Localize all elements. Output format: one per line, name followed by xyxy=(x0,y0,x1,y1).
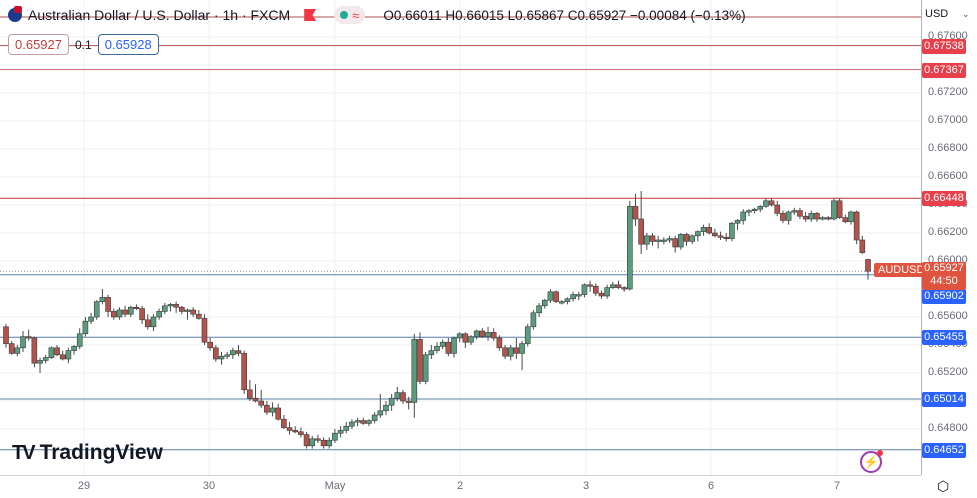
buy-price-button[interactable]: 0.65928 xyxy=(97,34,159,55)
price-tick: 0.65200 xyxy=(928,366,968,378)
symbol-price-tag: AUDUSD xyxy=(874,263,929,277)
price-line-label: 0.65455 xyxy=(922,330,966,346)
price-line-label: 0.67367 xyxy=(922,62,966,78)
bar-countdown: 44:50 xyxy=(930,275,958,287)
flag-marker-icon[interactable] xyxy=(304,9,317,21)
time-label: 29 xyxy=(77,480,91,492)
time-label: 6 xyxy=(707,480,715,492)
price-tick: 0.65600 xyxy=(928,310,968,322)
price-line-label: 0.66448 xyxy=(922,191,966,207)
sell-price-button[interactable]: 0.65927 xyxy=(8,34,69,55)
time-label: May xyxy=(324,480,346,492)
price-tick: 0.66200 xyxy=(928,226,968,238)
time-label: 2 xyxy=(456,480,464,492)
price-line-label: 0.67538 xyxy=(922,38,966,54)
price-tick: 0.67200 xyxy=(928,86,968,98)
price-line-label: 0.64652 xyxy=(922,442,966,458)
time-label: 7 xyxy=(833,480,841,492)
time-label: 30 xyxy=(202,480,216,492)
delayed-data-icon: ≈ xyxy=(352,7,360,23)
lightning-alert-icon[interactable]: ⚡ xyxy=(860,450,883,473)
grid-lines xyxy=(0,0,921,475)
price-tick: 0.64800 xyxy=(928,422,968,434)
price-tick: 0.67000 xyxy=(928,114,968,126)
trade-buttons: 0.65927 0.1 0.65928 xyxy=(8,34,159,55)
price-line-label: 0.65014 xyxy=(922,392,966,408)
ohlc-values: O0.66011 H0.66015 L0.65867 C0.65927 −0.0… xyxy=(383,7,746,23)
aud-flag-icon xyxy=(8,6,22,22)
time-label: 3 xyxy=(582,480,590,492)
tradingview-mark-icon: TV xyxy=(12,441,36,464)
market-open-dot-icon xyxy=(340,11,349,19)
price-tick: 0.66600 xyxy=(928,170,968,182)
tradingview-logo[interactable]: TV TradingView xyxy=(12,441,163,465)
chart-settings-gear-icon[interactable]: ⬡ xyxy=(937,478,950,494)
time-axis[interactable]: 29 30 May 2 3 6 7 xyxy=(0,475,921,498)
price-tick: 0.66800 xyxy=(928,142,968,154)
price-line-label: 0.65902 xyxy=(922,289,966,304)
spread-value: 0.1 xyxy=(75,37,92,52)
current-price: 0.65927 xyxy=(924,262,964,274)
logo-text: TradingView xyxy=(39,441,163,464)
candles xyxy=(3,191,871,449)
current-price-label: 0.65927 44:50 xyxy=(922,262,966,290)
currency-selector[interactable]: USD xyxy=(925,8,949,20)
chevron-down-icon[interactable]: ⌄ xyxy=(962,9,970,19)
symbol-title[interactable]: Australian Dollar / U.S. Dollar · 1h · F… xyxy=(28,7,291,23)
chart-legend: Australian Dollar / U.S. Dollar · 1h · F… xyxy=(8,6,746,24)
market-status-pill[interactable]: ≈ xyxy=(334,6,366,24)
